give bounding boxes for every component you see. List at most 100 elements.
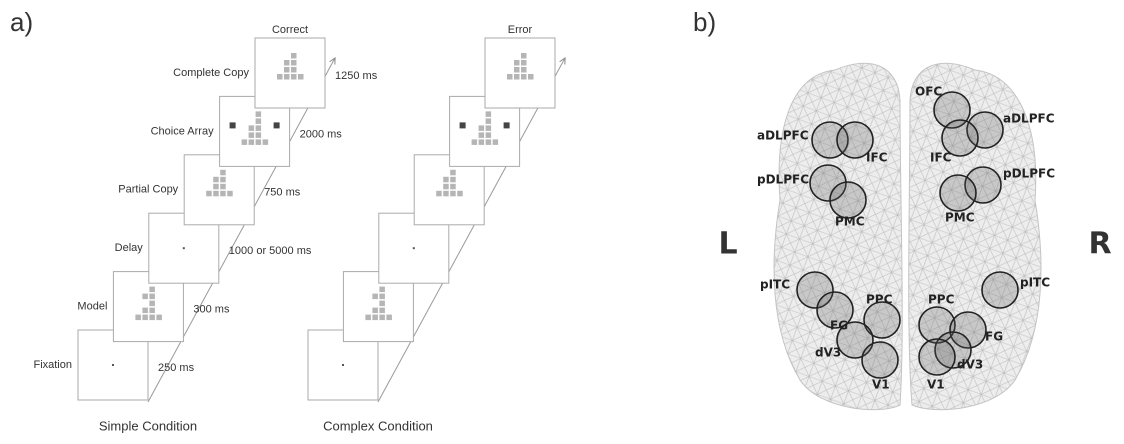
- stimulus-block: [514, 60, 520, 66]
- stimulus-block: [486, 132, 492, 138]
- hemisphere-label: R: [1088, 227, 1111, 262]
- fixation-dot: [183, 247, 185, 249]
- roi-label: pDLPFC: [757, 173, 809, 187]
- hemisphere-label: L: [718, 227, 737, 262]
- stimulus-block: [220, 191, 226, 197]
- stimulus-block: [379, 294, 385, 300]
- stimulus-block: [365, 315, 371, 321]
- stimulus-block: [443, 177, 449, 183]
- stimulus-block: [249, 125, 255, 130]
- stage-label: Partial Copy: [118, 184, 178, 196]
- stimulus-screen: [255, 38, 325, 108]
- stimulus-block: [379, 301, 385, 307]
- stage-duration: 250 ms: [158, 362, 195, 374]
- stimulus-screen: [485, 38, 555, 108]
- stimulus-block: [149, 294, 155, 300]
- stimulus-block: [528, 74, 534, 80]
- stimulus-block: [521, 60, 527, 66]
- stimulus-block: [521, 67, 527, 73]
- stimulus-block: [227, 191, 233, 197]
- stimulus-block: [443, 184, 449, 190]
- roi-label: PPC: [928, 293, 955, 307]
- roi-label: OFC: [915, 85, 942, 99]
- stimulus-block: [486, 118, 492, 124]
- choice-block: [274, 122, 280, 128]
- condition-label: Complex Condition: [323, 418, 433, 433]
- stage-label: Model: [77, 301, 107, 313]
- stimulus-block: [284, 60, 290, 66]
- stimulus-block: [213, 191, 219, 197]
- stimulus-block: [220, 177, 226, 183]
- stimulus-block: [372, 308, 378, 314]
- roi-circle: [940, 175, 976, 211]
- stimulus-block: [242, 139, 248, 145]
- stimulus-block: [486, 139, 492, 145]
- stimulus-block: [213, 184, 219, 190]
- stimulus-block: [206, 191, 212, 197]
- stimulus-block: [291, 60, 297, 66]
- fixation-dot: [413, 247, 415, 249]
- stimulus-block: [142, 308, 148, 314]
- stimulus-block: [443, 191, 449, 197]
- stimulus-block: [277, 74, 283, 80]
- stimulus-block: [249, 139, 255, 145]
- stimulus-block: [493, 139, 499, 145]
- roi-label: dV3: [815, 346, 841, 360]
- stimulus-block: [514, 67, 520, 73]
- stage-duration: 2000 ms: [300, 128, 343, 140]
- stimulus-block: [284, 74, 290, 80]
- roi-label: dV3: [957, 358, 983, 372]
- roi-label: pITC: [1020, 276, 1050, 290]
- stimulus-block: [379, 315, 385, 321]
- column-label: Correct: [272, 24, 308, 36]
- stage-label: Delay: [115, 242, 144, 254]
- stimulus-block: [450, 170, 456, 176]
- stimulus-block: [256, 118, 262, 124]
- choice-block: [230, 122, 236, 128]
- stage-duration: 300 ms: [193, 304, 230, 316]
- stimulus-block: [379, 308, 385, 314]
- stimulus-block: [479, 139, 485, 145]
- stimulus-block: [291, 67, 297, 73]
- stimulus-block: [450, 177, 456, 183]
- roi-label: PMC: [835, 215, 865, 229]
- stimulus-block: [291, 74, 297, 80]
- stage-label: Fixation: [33, 359, 72, 371]
- stimulus-block: [472, 139, 478, 145]
- stimulus-block: [149, 301, 155, 307]
- stimulus-block: [457, 191, 463, 197]
- roi-label: PPC: [866, 293, 893, 307]
- panel-label: a): [10, 7, 33, 37]
- roi-label: aDLPFC: [757, 129, 809, 143]
- fixation-dot: [112, 364, 114, 366]
- stimulus-block: [479, 132, 485, 138]
- roi-label: IFC: [930, 151, 952, 165]
- stimulus-block: [149, 308, 155, 314]
- stage-label: Complete Copy: [173, 67, 249, 79]
- stimulus-block: [372, 294, 378, 300]
- stimulus-block: [486, 125, 492, 130]
- stage-duration: 1250 ms: [335, 70, 378, 82]
- roi-circle: [919, 339, 955, 375]
- stimulus-block: [372, 315, 378, 321]
- column-label: Error: [508, 24, 533, 36]
- roi-circle: [830, 182, 866, 218]
- stimulus-block: [386, 315, 392, 321]
- stimulus-block: [291, 53, 297, 59]
- stimulus-block: [507, 74, 513, 80]
- stimulus-block: [436, 191, 442, 197]
- stimulus-block: [450, 184, 456, 190]
- stimulus-block: [213, 177, 219, 183]
- stimulus-block: [220, 170, 226, 176]
- roi-label: FG: [830, 319, 848, 333]
- stimulus-block: [142, 315, 148, 321]
- choice-block: [504, 122, 510, 128]
- stimulus-block: [135, 315, 141, 321]
- stimulus-block: [142, 294, 148, 300]
- condition-label: Simple Condition: [99, 418, 197, 433]
- stimulus-block: [450, 191, 456, 197]
- fixation-dot: [342, 364, 344, 366]
- panel-label: b): [693, 7, 716, 37]
- stimulus-block: [149, 287, 155, 293]
- stimulus-block: [486, 111, 492, 117]
